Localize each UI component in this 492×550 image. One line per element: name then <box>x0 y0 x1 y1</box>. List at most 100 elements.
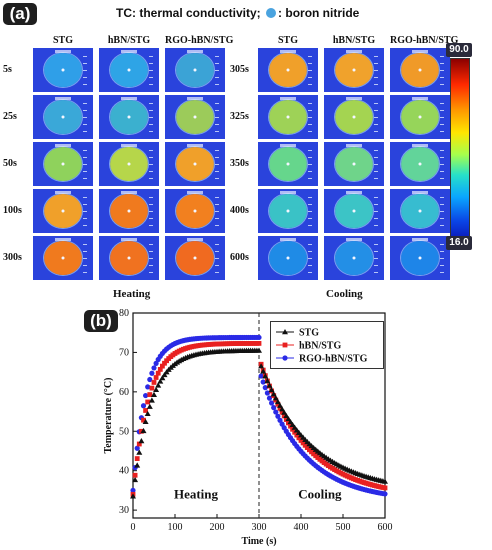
scale-tick <box>149 131 153 132</box>
x-tick-label: 600 <box>378 522 393 533</box>
measurement-spot-icon <box>193 115 197 119</box>
measurement-spot-icon <box>286 68 290 72</box>
heating-thermal-image <box>99 95 159 139</box>
heating-thermal-image <box>99 189 159 233</box>
measurement-spot-icon <box>61 115 65 119</box>
data-point <box>260 368 267 374</box>
scale-tick <box>215 265 219 266</box>
chart-legend: STG hBN/STG RGO-hBN/STG <box>270 321 384 369</box>
data-point <box>279 409 285 415</box>
scale-tick <box>308 150 312 151</box>
data-point <box>277 417 283 423</box>
scale-tick <box>308 84 312 85</box>
scale-tick <box>215 258 219 259</box>
heating-thermal-image <box>99 142 159 186</box>
panel-a-badge: (a) <box>3 3 37 25</box>
scale-tick <box>308 251 312 252</box>
scale-tick <box>374 110 378 111</box>
measurement-spot-icon <box>286 209 290 213</box>
scale-tick <box>215 124 219 125</box>
cooling-time-label: 400s <box>230 205 249 216</box>
scale-tick <box>308 211 312 212</box>
data-point <box>281 413 287 419</box>
scale-tick <box>374 84 378 85</box>
data-point <box>153 386 160 393</box>
y-tick-label: 80 <box>119 308 129 319</box>
scale-tick <box>374 251 378 252</box>
scale-tick <box>440 164 444 165</box>
y-tick-label: 40 <box>119 466 129 477</box>
data-point <box>279 406 286 412</box>
scale-tick <box>440 150 444 151</box>
scale-tick <box>374 164 378 165</box>
data-point <box>277 402 283 408</box>
scale-tick <box>215 197 219 198</box>
scale-tick <box>215 63 219 64</box>
heating-thermal-image <box>165 189 225 233</box>
measurement-spot-icon <box>352 162 356 166</box>
scale-tick <box>374 56 378 57</box>
camera-readout <box>121 191 137 194</box>
data-point <box>141 417 146 423</box>
scale-tick <box>308 204 312 205</box>
data-point <box>264 390 270 396</box>
cooling-thermal-image <box>258 142 318 186</box>
camera-readout <box>55 238 71 241</box>
scale-tick <box>149 124 153 125</box>
scale-tick <box>83 164 87 165</box>
data-point <box>132 476 139 483</box>
data-point <box>149 385 155 391</box>
scale-tick <box>149 211 153 212</box>
cooling-time-label: 305s <box>230 64 249 75</box>
cooling-thermal-image <box>390 142 450 186</box>
scale-tick <box>374 178 378 179</box>
heating-thermal-image <box>165 142 225 186</box>
colorbar-min-label: 16.0 <box>446 236 472 250</box>
scale-tick <box>149 70 153 71</box>
data-point <box>132 472 138 478</box>
tc-definition: TC: thermal conductivity; <box>116 6 261 20</box>
scale-tick <box>149 84 153 85</box>
scale-tick <box>440 178 444 179</box>
scale-tick <box>149 218 153 219</box>
camera-readout <box>346 97 362 100</box>
cooling-thermal-image <box>258 48 318 92</box>
scale-tick <box>149 150 153 151</box>
heating-thermal-image <box>33 95 93 139</box>
data-point <box>130 487 136 494</box>
cooling-phase-label: Cooling <box>298 486 342 501</box>
cooling-time-label: 325s <box>230 111 249 122</box>
camera-readout <box>55 50 71 53</box>
data-point <box>134 462 141 468</box>
data-point <box>275 401 281 407</box>
data-point <box>382 478 388 484</box>
y-tick-label: 60 <box>119 387 129 398</box>
data-point <box>145 399 151 405</box>
scale-tick <box>83 211 87 212</box>
scale-tick <box>308 103 312 104</box>
measurement-spot-icon <box>418 162 422 166</box>
scale-tick <box>149 258 153 259</box>
data-point <box>258 373 264 379</box>
cooling-thermal-image <box>390 189 450 233</box>
legend-marker <box>282 329 288 335</box>
measurement-spot-icon <box>352 256 356 260</box>
measurement-spot-icon <box>61 256 65 260</box>
heating-thermal-image <box>33 48 93 92</box>
camera-readout <box>55 191 71 194</box>
y-tick-label: 70 <box>119 347 129 358</box>
scale-tick <box>440 124 444 125</box>
scale-tick <box>149 265 153 266</box>
scale-tick <box>215 211 219 212</box>
scale-tick <box>440 272 444 273</box>
scale-tick <box>440 84 444 85</box>
camera-readout <box>280 238 296 241</box>
scale-tick <box>440 117 444 118</box>
data-point <box>275 413 281 419</box>
data-point <box>264 378 271 384</box>
heating-thermal-image <box>33 189 93 233</box>
data-point <box>269 400 275 406</box>
cooling-thermal-image <box>390 48 450 92</box>
scale-tick <box>440 244 444 245</box>
measurement-spot-icon <box>127 68 131 72</box>
